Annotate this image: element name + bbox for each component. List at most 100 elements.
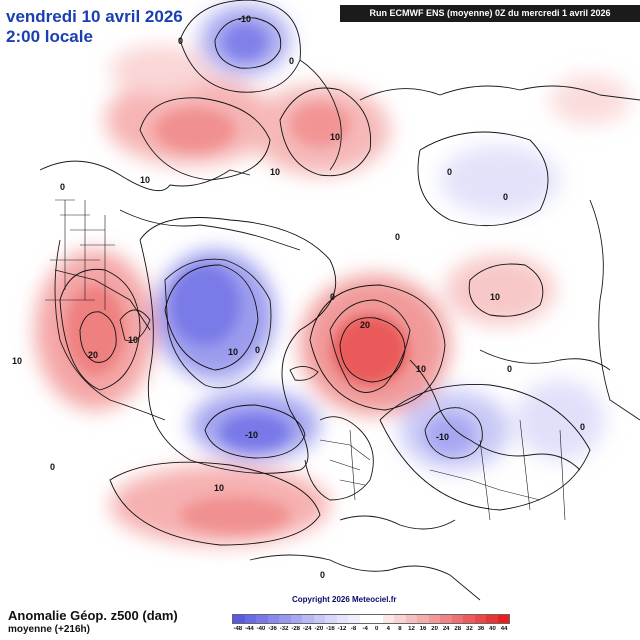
- colorbar-swatch: [233, 615, 245, 623]
- forecast-date-title: vendredi 10 avril 2026: [6, 7, 183, 26]
- contour-label: 0: [395, 232, 400, 242]
- contour-label: 10: [330, 132, 340, 142]
- contour-pacific-10: [139, 97, 271, 181]
- colorbar-swatch: [348, 615, 360, 623]
- colorbar-tick-label: -16: [326, 626, 335, 632]
- coast-greenland: [164, 258, 272, 389]
- colorbar-swatch: [290, 615, 302, 623]
- contour-label: 20: [88, 350, 98, 360]
- colorbar-swatch: [463, 615, 475, 623]
- contour-label: 0: [289, 56, 294, 66]
- contour-label: 0: [320, 570, 325, 580]
- ridge-pacific-south-core: [180, 497, 290, 533]
- contour-label: 0: [60, 182, 65, 192]
- grid-asia-borders: [429, 419, 566, 521]
- contour-label: 10: [228, 347, 238, 357]
- trough-china: [515, 380, 605, 460]
- contour-zero-large: [139, 217, 337, 474]
- border-russia-china: [479, 349, 611, 371]
- colorbar-tick-label: 20: [431, 626, 438, 632]
- contour-label: 10: [416, 364, 426, 374]
- colorbar-tick-label: -36: [268, 626, 277, 632]
- contour-asia-minus10: [424, 407, 483, 459]
- colorbar-swatch: [440, 615, 452, 623]
- coast-hudson: [119, 309, 151, 342]
- colorbar-swatch: [313, 615, 325, 623]
- colorbar: [232, 614, 510, 624]
- grid-europe-borders: [319, 429, 371, 501]
- colorbar-tick-label: -40: [256, 626, 266, 632]
- colorbar-tick-label: 28: [454, 626, 462, 632]
- colorbar-swatch: [474, 615, 486, 623]
- contour-label: -10: [245, 430, 258, 440]
- contour-label: 0: [580, 422, 585, 432]
- trough-greenland-core: [170, 265, 240, 345]
- colorbar-tick-label: -20: [314, 626, 324, 632]
- ensemble-mean-label: moyenne (+216h): [8, 624, 90, 635]
- coast-alaska: [39, 160, 251, 192]
- contour-pacific-south-10: [109, 461, 321, 546]
- grid-us-states: [45, 199, 115, 310]
- contour-label: 0: [330, 292, 335, 302]
- colorbar-tick-label: -12: [337, 626, 347, 632]
- contour-atlantic-minus10: [204, 404, 306, 459]
- coast-asia-east: [589, 199, 640, 421]
- colorbar-tick-label: 44: [500, 626, 508, 632]
- contour-europe-10: [309, 284, 446, 411]
- colorbar-swatch: [279, 615, 291, 623]
- trough-siberia: [440, 145, 560, 215]
- contour-label-group: -10 0 0 10 0 10 10 0 0 0 10 20 10 0 -10 …: [12, 14, 585, 580]
- contour-label: 0: [503, 192, 508, 202]
- colorbar-swatch: [417, 615, 429, 623]
- anomaly-shading: [35, 5, 630, 545]
- colorbar-swatch: [244, 615, 256, 623]
- contour-label: 10: [128, 335, 138, 345]
- contour-label: 0: [50, 462, 55, 472]
- contour-asia-10: [468, 263, 544, 317]
- colorbar-swatch: [394, 615, 406, 623]
- contour-label: -10: [238, 14, 251, 24]
- border-usa-canada: [54, 269, 151, 331]
- colorbar-swatch: [405, 615, 417, 623]
- run-info-banner: Run ECMWF ENS (moyenne) 0Z du mercredi 1…: [340, 5, 640, 22]
- contour-label: 0: [178, 36, 183, 46]
- coast-mediterranean: [339, 515, 456, 530]
- copyright-label: Copyright 2026 Meteociel.fr: [292, 595, 397, 604]
- contour-na-10: [59, 268, 141, 391]
- colorbar-tick-label: 8: [398, 626, 402, 632]
- contour-label: 0: [447, 167, 452, 177]
- colorbar-swatch: [497, 615, 509, 623]
- coast-canadian-arctic: [119, 209, 301, 251]
- colorbar-swatch: [267, 615, 279, 623]
- colorbar-tick-label: 16: [419, 626, 427, 632]
- coast-kamchatka: [299, 59, 342, 171]
- coast-africa: [249, 554, 481, 601]
- colorbar-swatch: [371, 615, 383, 623]
- colorbar-tick-label: -44: [245, 626, 254, 632]
- colorbar-tick-label: 12: [408, 626, 415, 632]
- contour-na-20: [79, 311, 117, 363]
- coast-europe: [304, 416, 374, 501]
- colorbar-tick-label: -48: [233, 626, 243, 632]
- colorbar-tick-label: 36: [477, 626, 485, 632]
- colorbar-swatch: [256, 615, 268, 623]
- contour-label: 10: [214, 483, 224, 493]
- contours: [59, 0, 591, 546]
- ridge-europe-core: [332, 315, 408, 385]
- colorbar-tick-label: -4: [362, 626, 368, 632]
- contour-label: 0: [255, 345, 260, 355]
- colorbar-swatch: [359, 615, 371, 623]
- colorbar-tick-label: 32: [466, 626, 473, 632]
- coast-scandinavia: [329, 299, 411, 393]
- colorbar-swatch: [451, 615, 463, 623]
- ridge-north-pacific-core: [155, 108, 235, 152]
- contour-label: 10: [270, 167, 280, 177]
- ridge-pacific-west: [110, 45, 210, 95]
- colorbar-tick-label: -8: [350, 626, 357, 632]
- colorbar-tick-label: 0: [375, 626, 379, 632]
- ridge-western-na-core: [65, 285, 125, 375]
- ridge-arctic-core: [290, 103, 350, 147]
- colorbar-tick-label: -32: [279, 626, 289, 632]
- coast-iceland: [289, 366, 319, 381]
- colorbar-tick-label: 4: [386, 626, 390, 632]
